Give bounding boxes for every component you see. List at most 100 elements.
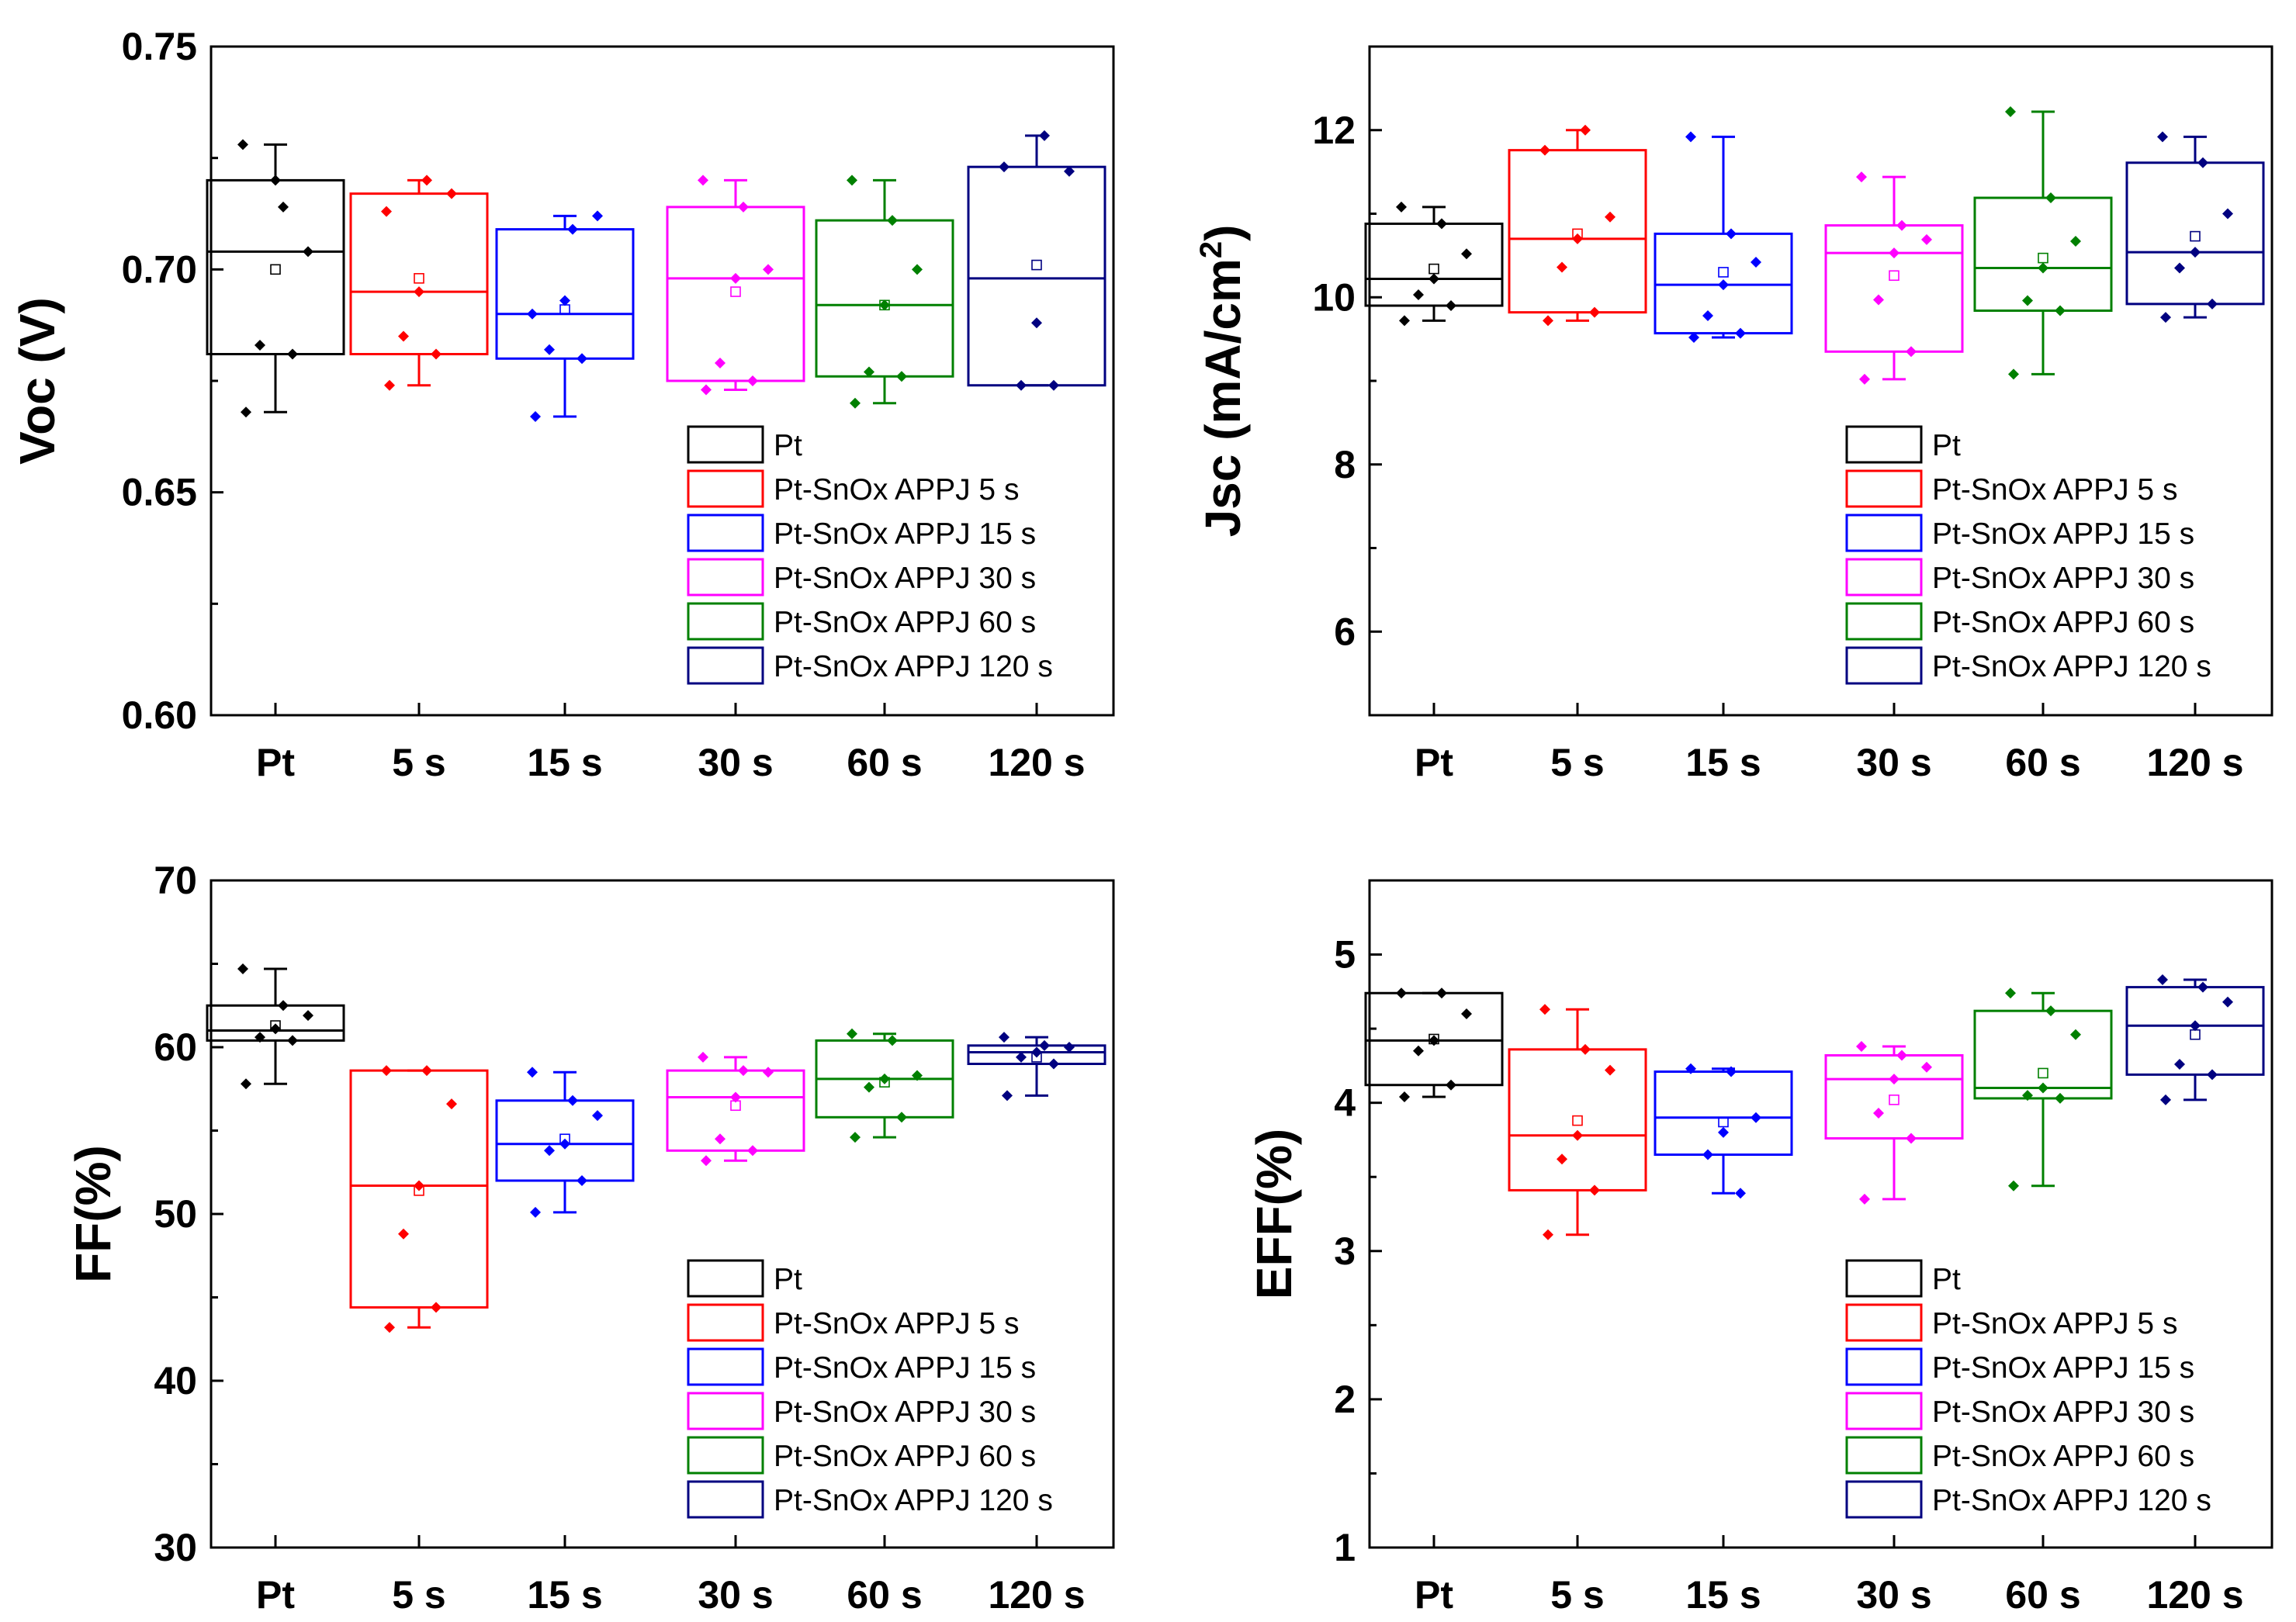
legend-label: Pt-SnOx APPJ 30 s <box>774 1395 1036 1429</box>
y-axis-title: FF(%) <box>65 1145 121 1283</box>
legend-swatch <box>1845 1303 1923 1342</box>
data-point <box>730 272 741 284</box>
legend-label: Pt-SnOx APPJ 120 s <box>774 650 1053 683</box>
data-point <box>1399 315 1410 327</box>
data-point <box>887 215 898 227</box>
data-point <box>241 406 251 418</box>
box-iqr <box>1973 1009 2113 1100</box>
data-point <box>1896 220 1907 231</box>
box-iqr <box>1508 149 1647 314</box>
data-point <box>847 175 857 186</box>
box-5s <box>1508 1004 1647 1240</box>
data-point <box>1726 228 1737 240</box>
legend-swatch <box>687 602 764 641</box>
data-point <box>1539 1004 1550 1015</box>
legend-swatch <box>687 646 764 685</box>
mean-marker <box>1572 1115 1583 1126</box>
data-point <box>1906 1133 1917 1144</box>
data-point <box>1873 1108 1884 1119</box>
data-point <box>1751 1112 1761 1123</box>
data-point <box>1064 1042 1075 1053</box>
data-point <box>763 264 774 275</box>
data-point <box>1906 346 1917 358</box>
mean-marker <box>2190 1029 2201 1040</box>
x-tick-label: 60 s <box>2005 741 2080 784</box>
data-point <box>2055 1092 2066 1104</box>
data-point <box>2174 262 2185 274</box>
x-tick-label: 5 s <box>1550 1573 1605 1617</box>
mean-marker <box>730 286 741 297</box>
data-point <box>2222 208 2233 220</box>
y-tick-label: 6 <box>1334 610 1356 653</box>
data-point <box>1718 279 1729 291</box>
legend-label: Pt-SnOx APPJ 120 s <box>1932 1484 2211 1517</box>
data-point <box>1580 1043 1591 1055</box>
data-point <box>2045 1005 2056 1017</box>
data-point <box>446 188 457 199</box>
data-point <box>2190 1020 2201 1032</box>
data-point <box>2005 987 2016 999</box>
data-point <box>287 348 298 360</box>
y-tick-label: 8 <box>1334 443 1356 486</box>
data-point <box>381 1065 392 1077</box>
data-point <box>698 175 708 186</box>
data-point <box>1064 165 1075 177</box>
legend-label: Pt-SnOx APPJ 15 s <box>1932 517 2194 551</box>
data-point <box>431 1302 442 1313</box>
legend-swatch <box>687 469 764 508</box>
data-point <box>730 1091 741 1103</box>
y-tick-label: 3 <box>1334 1229 1356 1273</box>
data-point <box>1896 1050 1907 1061</box>
data-point <box>2038 1082 2048 1094</box>
legend-swatch <box>1845 1392 1923 1430</box>
data-point <box>414 286 424 298</box>
data-point <box>1856 1041 1867 1053</box>
data-point <box>2197 157 2208 168</box>
legend-swatch <box>1845 1347 1923 1386</box>
box-iqr <box>1654 1070 1793 1157</box>
data-point <box>850 397 861 409</box>
box-iqr <box>666 206 805 382</box>
box-iqr <box>495 1099 635 1182</box>
mean-marker <box>270 264 281 275</box>
data-point <box>2190 247 2201 258</box>
box-iqr <box>815 219 954 378</box>
legend-swatch <box>1845 425 1923 464</box>
y-axis-title-superscript: 2 <box>1194 241 1228 258</box>
data-point <box>999 161 1009 173</box>
data-point <box>1461 1008 1472 1019</box>
data-point <box>381 206 392 217</box>
data-point <box>1605 211 1616 223</box>
data-point <box>701 1155 712 1167</box>
data-point <box>1685 131 1696 143</box>
mean-marker <box>1031 259 1042 271</box>
data-point <box>864 1081 874 1093</box>
y-tick-label: 10 <box>1312 275 1356 319</box>
data-point <box>446 1098 457 1110</box>
box-iqr <box>495 228 635 360</box>
data-point <box>1436 987 1447 999</box>
mean-marker <box>2190 230 2201 242</box>
data-point <box>1429 1035 1439 1046</box>
box-15s <box>1654 1063 1793 1199</box>
data-point <box>1016 379 1027 391</box>
box-5s <box>349 175 489 391</box>
chart-panel-1: 0.60 0.65 0.70 0.75 Pt 5 s 15 s 30 s 60 s 120 s Vo… <box>9 25 1115 784</box>
x-tick-label: 5 s <box>392 741 446 784</box>
legend-label: Pt-SnOx APPJ 30 s <box>1932 1395 2194 1429</box>
box-15s <box>1654 131 1793 343</box>
data-point <box>715 1133 726 1145</box>
data-point <box>2070 236 2081 247</box>
data-point <box>847 1028 857 1039</box>
data-point <box>1002 1090 1013 1102</box>
data-point <box>398 1228 409 1240</box>
data-point <box>2222 996 2233 1008</box>
box-iqr <box>967 165 1106 387</box>
data-point <box>1859 373 1870 385</box>
data-point <box>1580 124 1591 136</box>
data-point <box>2045 192 2056 204</box>
legend-swatch <box>687 1480 764 1519</box>
data-point <box>270 1023 281 1035</box>
y-tick-label: 0.70 <box>122 247 197 291</box>
